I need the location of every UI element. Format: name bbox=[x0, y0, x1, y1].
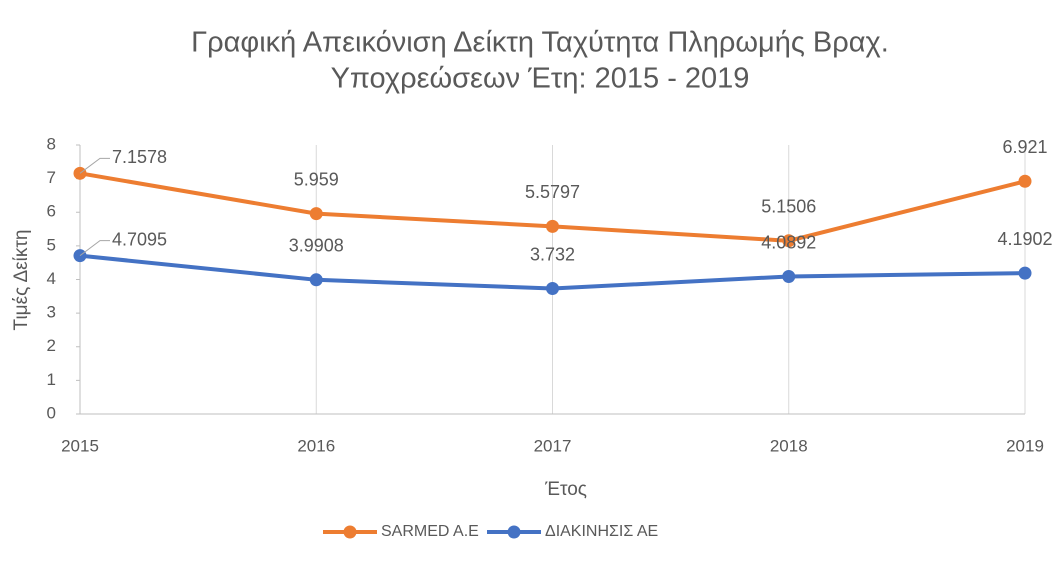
y-tick-label: 5 bbox=[47, 235, 56, 254]
data-label: 4.0892 bbox=[761, 232, 816, 252]
legend-label: ΔΙΑΚΙΝΗΣΙΣ ΑΕ bbox=[545, 523, 658, 540]
legend-swatch bbox=[343, 525, 357, 539]
chart-title: Γραφική Απεικόνιση Δείκτη Ταχύτητα Πληρω… bbox=[191, 27, 889, 59]
data-label: 5.959 bbox=[294, 169, 339, 189]
data-label: 5.1506 bbox=[761, 197, 816, 217]
data-point bbox=[782, 234, 796, 248]
legend-swatch bbox=[507, 525, 521, 539]
y-tick-label: 1 bbox=[47, 370, 56, 389]
data-point bbox=[309, 207, 323, 221]
y-tick-label: 0 bbox=[47, 403, 56, 422]
x-tick-label: 2018 bbox=[770, 436, 808, 455]
y-tick-label: 8 bbox=[47, 134, 56, 153]
data-label: 7.1578 bbox=[112, 147, 167, 167]
data-label: 3.732 bbox=[530, 244, 575, 264]
chart-title: Υποχρεώσεων Έτη: 2015 - 2019 bbox=[331, 63, 750, 95]
x-axis-label: Έτος bbox=[544, 479, 587, 500]
y-tick-label: 6 bbox=[47, 202, 56, 221]
x-tick-label: 2016 bbox=[297, 436, 335, 455]
y-tick-label: 2 bbox=[47, 336, 56, 355]
data-point bbox=[782, 270, 796, 284]
y-tick-label: 4 bbox=[47, 269, 56, 288]
data-point bbox=[309, 273, 323, 287]
data-label: 5.5797 bbox=[525, 182, 580, 202]
data-point bbox=[1018, 174, 1032, 188]
leader-line bbox=[79, 157, 110, 174]
data-label: 3.9908 bbox=[289, 236, 344, 256]
x-tick-label: 2017 bbox=[534, 436, 572, 455]
data-label: 4.7095 bbox=[112, 229, 167, 249]
x-tick-label: 2019 bbox=[1006, 436, 1044, 455]
legend-label: SARMED A.E bbox=[381, 523, 479, 540]
leader-line bbox=[79, 240, 110, 257]
data-point bbox=[546, 282, 559, 296]
data-label: 6.921 bbox=[1002, 137, 1047, 157]
y-tick-label: 7 bbox=[47, 168, 56, 187]
y-tick-label: 3 bbox=[47, 303, 56, 322]
data-point bbox=[546, 219, 559, 233]
data-label: 4.1902 bbox=[997, 229, 1052, 249]
data-point bbox=[1018, 266, 1032, 280]
y-axis-label: Τιμές Δείκτη bbox=[11, 230, 32, 331]
x-tick-label: 2015 bbox=[61, 436, 99, 455]
